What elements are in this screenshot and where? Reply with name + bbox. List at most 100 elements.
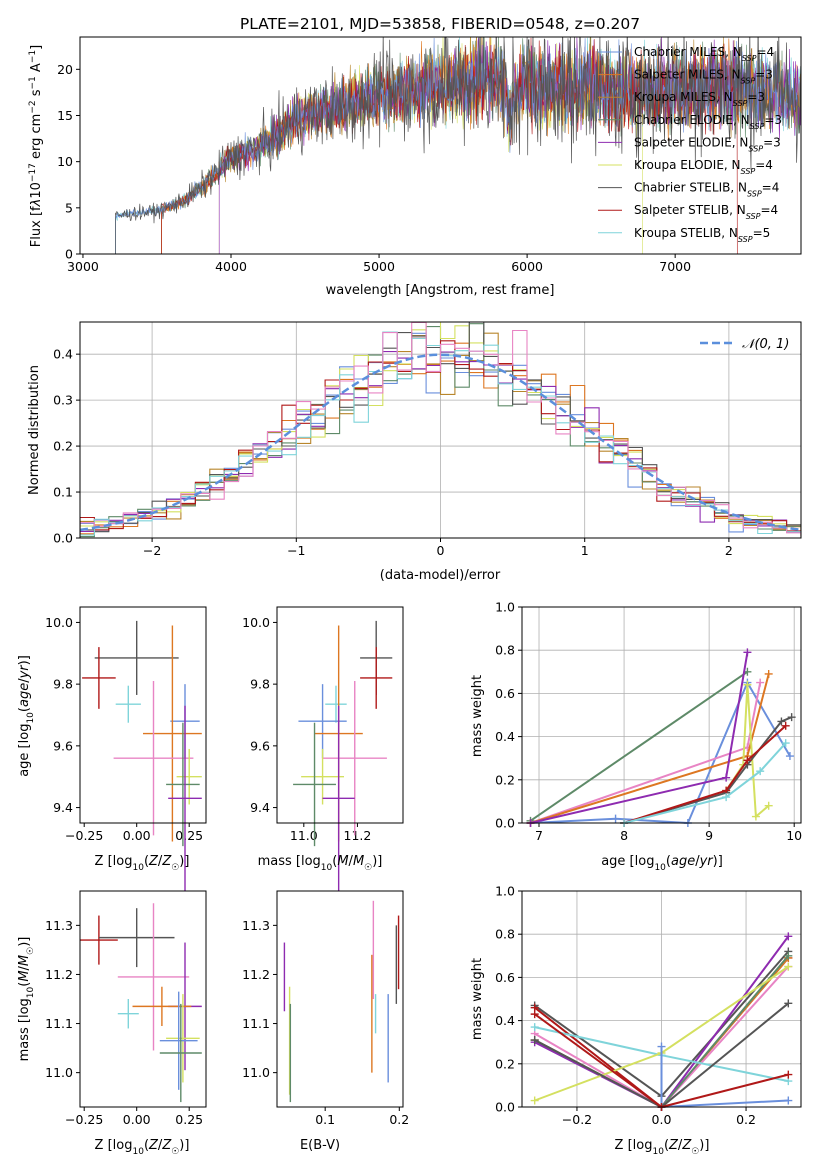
x-tick-label: 0.00	[123, 828, 151, 843]
weight-point-marker	[781, 721, 790, 730]
weight-point-marker	[781, 739, 790, 748]
histogram-steps	[80, 322, 801, 538]
weight-point-marker	[756, 767, 765, 776]
weight-lines	[526, 648, 796, 827]
weight-point-marker	[530, 1023, 539, 1032]
ageZ-ylabel: age [log10(age/yr)]	[17, 655, 36, 777]
wAge-xlabel: age [log10(age/yr)]	[601, 854, 723, 873]
errorbar-group	[80, 903, 202, 1103]
y-tick-label: 0.2	[495, 772, 515, 787]
legend-entry: Salpeter ELODIE, NSSP=3	[634, 135, 781, 153]
x-tick-label: −1	[287, 543, 305, 558]
weight-point-marker	[784, 951, 793, 960]
weight-point-marker	[657, 1042, 666, 1051]
residual-histogram-panel: −2 −1 0 1 2 0.0 0.1 0.2 0.3 0.4 𝒩(0, 1)	[53, 321, 802, 558]
spectrum-xlabel: wavelength [Angstrom, rest frame]	[326, 283, 555, 298]
mass-vs-Z-panel: −0.25 0.00 0.25 11.0 11.1 11.2 11.3	[45, 890, 207, 1127]
legend-entry: Chabrier MILES, NSSP=4	[634, 45, 774, 63]
y-tick-label: 0.4	[495, 729, 515, 744]
y-tick-label: 1.0	[495, 600, 515, 615]
x-tick-label: 5000	[363, 259, 395, 274]
ageZ-xlabel: Z [log10(Z/Z☉)]	[95, 854, 190, 873]
y-tick-label: 0.2	[53, 439, 73, 454]
weight-point-marker	[530, 1096, 539, 1105]
weight-point-marker	[784, 999, 793, 1008]
weight-vs-age-panel: 7 8 9 10 0.0 0.2 0.4 0.6 0.8 1.0	[495, 600, 802, 844]
x-tick-label: 0.1	[315, 1112, 335, 1127]
weight-point-marker	[764, 801, 773, 810]
y-tick-label: 10	[57, 154, 73, 169]
weight-point-marker	[722, 773, 731, 782]
x-tick-label: 0.00	[123, 1112, 151, 1127]
weight-point-marker	[530, 1036, 539, 1045]
x-tick-label: 7000	[659, 259, 691, 274]
weight-series-line	[529, 670, 748, 822]
y-tick-label: 0.6	[495, 970, 515, 985]
x-tick-label: 0.2	[736, 1112, 756, 1127]
axes-frame	[276, 606, 404, 824]
weight-series-line	[530, 673, 770, 824]
histogram-ylabel: Normed distribution	[27, 365, 42, 495]
weight-point-marker	[611, 814, 620, 823]
x-tick-label: 6000	[511, 259, 543, 274]
mE-xlabel: E(B-V)	[300, 1138, 340, 1153]
y-tick-label: 11.3	[242, 918, 270, 933]
weight-point-marker	[785, 752, 794, 761]
errorbar-group	[283, 900, 400, 1103]
y-tick-label: 11.2	[45, 967, 73, 982]
weight-point-marker	[764, 669, 773, 678]
y-tick-label: 0.3	[53, 393, 73, 408]
weight-point-marker	[530, 1010, 539, 1019]
weight-point-marker	[784, 1096, 793, 1105]
mZ-xlabel: Z [log10(Z/Z☉)]	[95, 1138, 190, 1157]
spectrum-line	[115, 37, 801, 254]
x-tick-label: 0.25	[175, 1112, 203, 1127]
axes-frame	[79, 890, 207, 1108]
x-tick-label: 2	[725, 543, 733, 558]
x-tick-label: 9	[705, 828, 713, 843]
legend-entry: Salpeter STELIB, NSSP=4	[634, 203, 778, 221]
y-tick-label: 9.4	[250, 800, 270, 815]
x-tick-label: 0	[437, 543, 445, 558]
y-tick-label: 10.0	[45, 615, 73, 630]
weight-point-marker	[756, 678, 765, 687]
y-tick-label: 11.0	[242, 1065, 270, 1080]
y-tick-label: 0.6	[495, 686, 515, 701]
y-tick-label: 10.0	[242, 615, 270, 630]
wZ-xlabel: Z [log10(Z/Z☉)]	[615, 1138, 710, 1157]
axes-frame	[276, 890, 404, 1108]
x-tick-label: −2	[143, 543, 161, 558]
x-tick-label: 0.25	[175, 828, 203, 843]
axes-frame	[79, 321, 802, 539]
weight-point-marker	[784, 962, 793, 971]
legend-entry: 𝒩(0, 1)	[742, 337, 789, 352]
wAge-ylabel: mass weight	[470, 675, 485, 757]
axes-frame	[521, 890, 802, 1108]
y-tick-label: 5	[65, 200, 73, 215]
x-tick-label: −0.2	[562, 1112, 592, 1127]
figure-title: PLATE=2101, MJD=53858, FIBERID=0548, z=0…	[240, 15, 640, 33]
weight-point-marker	[784, 932, 793, 941]
legend-entry: Kroupa MILES, NSSP=3	[634, 90, 765, 108]
spectrum-ylabel: Flux [fλ10−17 erg cm−2 s−1 A−1]	[28, 45, 44, 247]
axes-frame	[79, 36, 802, 255]
mZ-ylabel: mass [log10(M/M☉)]	[17, 937, 36, 1062]
x-tick-label: 11.2	[344, 828, 372, 843]
x-tick-label: 8	[620, 828, 628, 843]
weight-point-marker	[777, 717, 786, 726]
x-tick-label: 11.0	[290, 828, 318, 843]
normal-reference-curve	[80, 353, 801, 532]
y-tick-label: 9.6	[53, 738, 73, 753]
weight-point-marker	[743, 680, 752, 689]
y-tick-label: 0.0	[53, 531, 73, 546]
y-tick-label: 11.3	[45, 918, 73, 933]
wZ-ylabel: mass weight	[470, 958, 485, 1040]
x-tick-label: −0.25	[65, 1112, 103, 1127]
x-tick-label: 10	[786, 828, 802, 843]
y-tick-label: 9.8	[53, 677, 73, 692]
y-tick-label: 0.0	[495, 1100, 515, 1115]
legend-entry: Salpeter MILES, NSSP=3	[634, 68, 773, 86]
errorbar-group	[82, 620, 202, 891]
y-tick-label: 0.8	[495, 643, 515, 658]
